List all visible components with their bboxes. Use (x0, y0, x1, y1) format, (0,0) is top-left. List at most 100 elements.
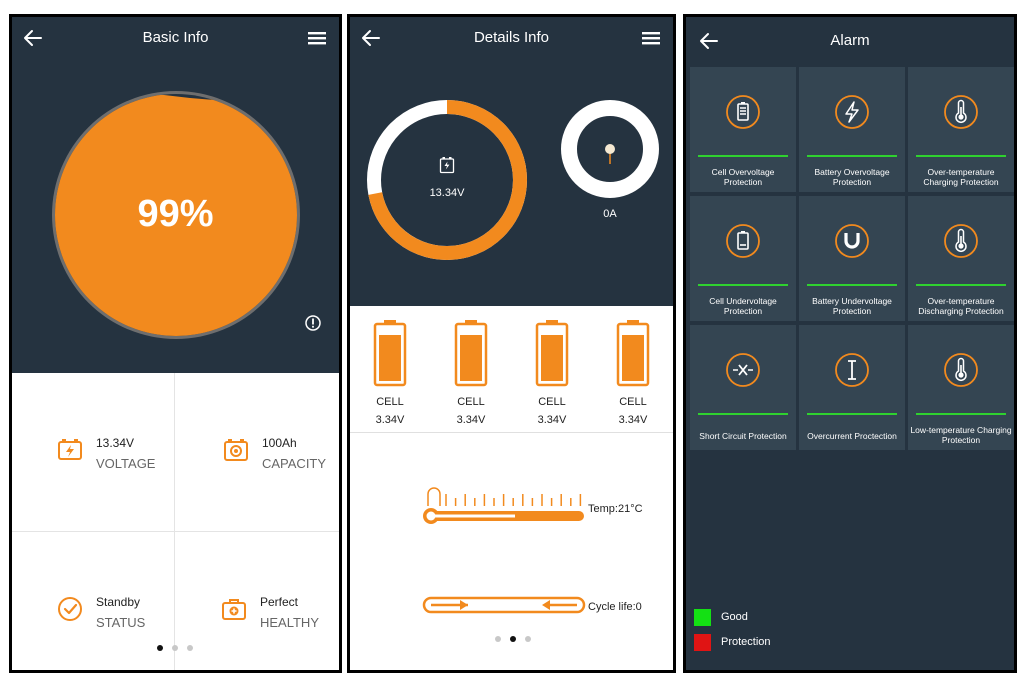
alarm-status-bar (807, 284, 897, 286)
legend-label-protection: Protection (721, 636, 771, 648)
alarm-tile-short-circuit[interactable]: Short Circuit Protection (690, 325, 796, 450)
page-indicator[interactable] (495, 636, 531, 642)
page-dot-2[interactable] (510, 636, 516, 642)
cell-voltage: 3.34V (456, 414, 486, 426)
alarm-tile-battery-overvoltage[interactable]: Battery Overvoltage Protection (799, 67, 905, 192)
battery-capacity-icon (224, 439, 248, 461)
basic-info-screen: Basic Info 99% (9, 14, 342, 673)
page-dot-1[interactable] (495, 636, 501, 642)
alarm-status-bar (807, 155, 897, 157)
soc-liquid-fill (55, 94, 297, 336)
section-divider (350, 432, 673, 433)
cell-voltage: 3.34V (618, 414, 648, 426)
alarm-tile-lowtemp-charging[interactable]: Low-temperature Charging Protection (908, 325, 1014, 450)
health-value: Perfect (260, 595, 299, 609)
cell-3: CELL 3.34V (522, 319, 582, 426)
battery-charge-icon (439, 157, 455, 174)
alarm-status-bar (807, 413, 897, 415)
page-title: Basic Info (142, 29, 209, 46)
back-arrow-icon[interactable] (22, 27, 44, 49)
back-arrow-icon[interactable] (360, 27, 382, 49)
current-ring-track (561, 100, 659, 198)
alarm-screen: Alarm Cell Overvoltage Protection Batter… (683, 14, 1017, 673)
current-needle-hub (605, 144, 615, 154)
current-icon (835, 353, 869, 387)
alarm-status-bar (916, 155, 1006, 157)
soc-percentage: 99% (137, 193, 214, 235)
voltage-ring-value: 13.34V (429, 187, 465, 199)
short-circuit-icon (726, 353, 760, 387)
thermometer-icon (944, 224, 978, 258)
menu-icon[interactable] (641, 29, 661, 47)
alarm-label: Over-temperature Charging Protection (923, 167, 999, 187)
alarm-status-bar (698, 284, 788, 286)
first-aid-kit-icon (222, 599, 246, 620)
page-dot-3[interactable] (187, 645, 193, 651)
alarm-label: Short Circuit Protection (699, 431, 787, 441)
alarm-tile-overtemp-discharging[interactable]: Over-temperature Discharging Protection (908, 196, 1014, 321)
details-gauges-section: Details Info 13.34V 0A (350, 17, 673, 306)
thermometer-icon (944, 95, 978, 129)
voltage-ring-gauge (367, 100, 527, 260)
voltage-ring-fill (367, 100, 527, 260)
cycle-life-icon (422, 596, 586, 614)
grid-divider-vertical (174, 373, 175, 670)
alarm-status-bar (916, 413, 1006, 415)
soc-gauge (52, 91, 300, 339)
lightning-icon (835, 95, 869, 129)
cell-name: CELL (376, 396, 404, 408)
alarm-label: Cell Undervoltage Protection (709, 296, 777, 316)
cell-2: CELL 3.34V (441, 319, 501, 426)
health-label: HEALTHY (260, 615, 319, 630)
battery-low-icon (726, 224, 760, 258)
thermometer-bulb-top (427, 487, 441, 506)
legend-label-good: Good (721, 611, 748, 623)
legend-swatch-good (694, 609, 711, 626)
page-title: Alarm (830, 32, 870, 49)
cell-voltage: 3.34V (375, 414, 405, 426)
menu-icon[interactable] (307, 29, 327, 47)
cell-name: CELL (457, 396, 485, 408)
page-dot-3[interactable] (525, 636, 531, 642)
current-ring-gauge (561, 100, 659, 198)
details-info-header: Details Info (350, 17, 673, 61)
soc-section: Basic Info 99% (12, 17, 339, 373)
alarm-tile-overcurrent[interactable]: Overcurrent Proctection (799, 325, 905, 450)
voltage-label: VOLTAGE (96, 456, 156, 471)
cell-1: CELL 3.34V (360, 319, 420, 426)
thermometer-level (435, 514, 515, 518)
page-indicator[interactable] (157, 645, 193, 651)
magnet-icon (835, 224, 869, 258)
voltage-value: 13.34V (96, 436, 135, 450)
cell-battery-icon (454, 320, 488, 387)
details-info-screen: Details Info 13.34V 0A (347, 14, 676, 673)
alarm-label: Overcurrent Proctection (807, 431, 897, 441)
cell-voltage: 3.34V (537, 414, 567, 426)
back-arrow-icon[interactable] (698, 30, 720, 52)
info-warning-icon[interactable] (305, 315, 321, 331)
alarm-label: Battery Overvoltage Protection (814, 167, 890, 187)
thermometer-icon (944, 353, 978, 387)
alarm-tile-cell-overvoltage[interactable]: Cell Overvoltage Protection (690, 67, 796, 192)
page-dot-1[interactable] (157, 645, 163, 651)
capacity-value: 100Ah (262, 436, 297, 450)
alarm-status-bar (698, 413, 788, 415)
thermometer-scale-ticks (445, 494, 582, 506)
alarm-label: Over-temperature Discharging Protection (918, 296, 1004, 316)
status-label: STATUS (96, 615, 146, 630)
current-value: 0A (603, 208, 617, 220)
alarm-status-bar (916, 284, 1006, 286)
page-dot-2[interactable] (172, 645, 178, 651)
alarm-tile-battery-undervoltage[interactable]: Battery Undervoltage Protection (799, 196, 905, 321)
page-title: Details Info (473, 29, 550, 46)
cell-battery-icon (373, 320, 407, 387)
cell-battery-icon (535, 320, 569, 387)
status-value: Standby (96, 595, 141, 609)
alarm-tile-overtemp-charging[interactable]: Over-temperature Charging Protection (908, 67, 1014, 192)
basic-info-header: Basic Info (12, 17, 339, 61)
alarm-tile-cell-undervoltage[interactable]: Cell Undervoltage Protection (690, 196, 796, 321)
grid-divider-horizontal (12, 531, 339, 532)
cell-name: CELL (619, 396, 647, 408)
alarm-label: Low-temperature Charging Protection (910, 425, 1012, 445)
temperature-value: Temp:21°C (588, 503, 643, 515)
